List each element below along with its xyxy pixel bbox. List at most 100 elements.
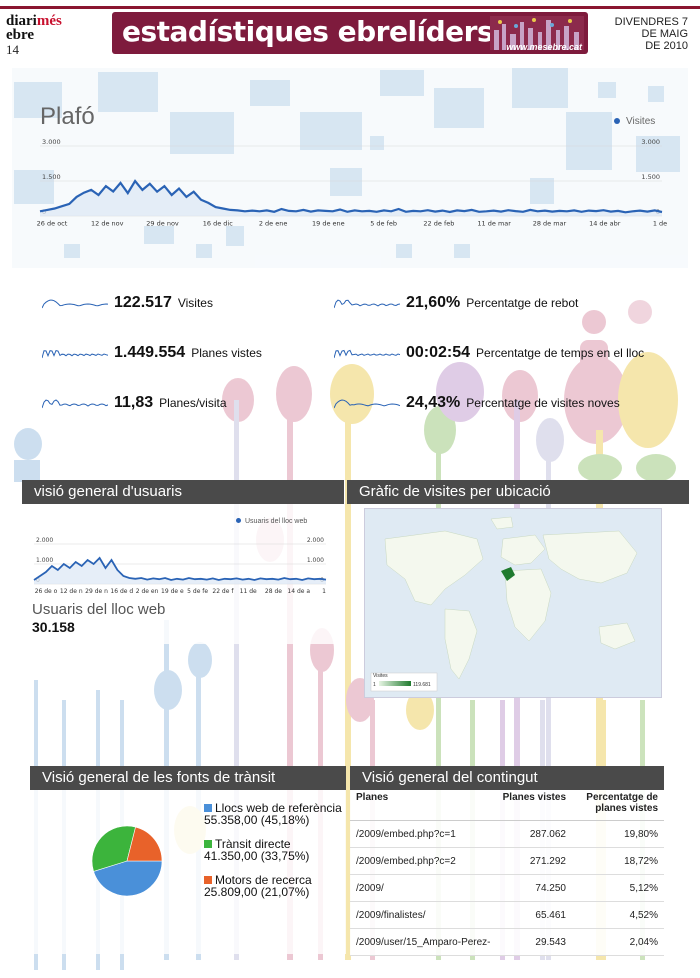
metric-item: 1.449.554 Planes vistes <box>42 344 262 366</box>
newspaper-logo: diarimés ebre <box>6 13 62 43</box>
legend-swatch-icon <box>204 876 212 884</box>
table-row: /2009/74.250 5,12% <box>350 874 664 902</box>
date-line-2: DE MAIG <box>641 28 688 40</box>
column-header-views: Planes vistes <box>496 790 572 821</box>
table-cell-page[interactable]: /2009/embed.php?c=2 <box>350 847 497 875</box>
table-row: /2009/finalistes/65.461 4,52% <box>350 901 664 929</box>
website-url: www.mesebre.cat <box>506 42 582 52</box>
sparkline-icon <box>334 299 400 309</box>
issue-date: DIVENDRES 7 DE MAIG DE 2010 <box>615 16 688 52</box>
table-cell-pct: 2,04% <box>572 928 664 956</box>
table-cell-views: 74.250 <box>496 874 572 902</box>
table-row: /2009/user/15_Amparo-Perez- 29.543 2,04% <box>350 928 664 956</box>
content-section-heading: Visió general del contingut <box>350 766 664 790</box>
series-area <box>34 558 326 584</box>
brand-bottom: ebre <box>6 27 35 43</box>
sparkline-icon <box>334 399 400 409</box>
table-row: /2009/embed.php?c=1 287.062 19,80% <box>350 820 664 848</box>
users-legend-label: Usuaris del lloc web <box>245 518 308 525</box>
section-title-bar: estadístiques ebrelíders www.mesebre.cat <box>112 12 588 54</box>
table-cell-pct: 5,12% <box>572 874 664 902</box>
metric-value: 11,83 <box>114 394 154 411</box>
x-tick-label: 29 de nov <box>146 220 179 228</box>
table-cell-page[interactable]: /2009/finalistes/ <box>350 901 497 929</box>
x-tick-label: 1 de <box>653 220 667 228</box>
table-header-row: Planes Planes vistes Percentatge de plan… <box>350 790 664 821</box>
traffic-source-name: Motors de recerca <box>215 873 312 887</box>
x-tick-label: 26 de o <box>35 588 58 595</box>
traffic-pie-chart <box>91 825 163 897</box>
metric-item: 00:02:54 Percentatge de temps en el lloc <box>334 344 644 366</box>
table-cell-page[interactable]: /2009/ <box>350 874 497 902</box>
x-tick-label: 26 de oct <box>37 220 68 228</box>
table-cell-views: 29.543 <box>496 928 572 956</box>
metric-label: Percentatge de visites noves <box>466 396 620 410</box>
table-row: /2009/embed.php?c=2 271.292 18,72% <box>350 847 664 875</box>
pie-slice <box>93 860 163 897</box>
metric-label: Planes/visita <box>159 396 227 410</box>
x-tick-label: 11 de <box>240 588 257 595</box>
table-cell-views: 287.062 <box>496 820 572 848</box>
users-legend: Usuaris del lloc web <box>236 518 307 525</box>
x-tick-label: 22 de f <box>212 588 234 595</box>
x-tick-label: 14 de a <box>287 588 310 595</box>
x-tick-label: 22 de feb <box>423 220 454 228</box>
traffic-source-value: 41.350,00 (33,75%) <box>204 849 310 863</box>
metric-value: 24,43% <box>406 394 461 411</box>
users-section-heading: visió general d'usuaris <box>22 480 344 504</box>
legend-dot-icon <box>236 518 241 523</box>
metric-label: Visites <box>177 296 213 310</box>
x-tick-label: 19 de e <box>161 588 184 595</box>
plafo-legend: Visites <box>614 116 655 127</box>
header-rule <box>0 6 700 9</box>
traffic-source-name: Llocs web de referència <box>215 801 342 815</box>
spain-highlight <box>501 567 515 581</box>
column-header-percentage: Percentatge de planes vistes <box>572 790 664 821</box>
x-tick-label: 5 de fe <box>187 588 208 595</box>
content-table-wrapper: Planes Planes vistes Percentatge de plan… <box>350 790 664 956</box>
content-table: Planes Planes vistes Percentatge de plan… <box>350 790 664 956</box>
sparkline-icon <box>42 399 108 409</box>
brand-mes: més <box>36 13 62 29</box>
map-legend-min: 1 <box>373 682 376 688</box>
legend-swatch-icon <box>204 840 212 848</box>
x-tick-label: 16 de dic <box>203 220 233 228</box>
world-map: Visites 1 119.681 <box>364 508 662 698</box>
metric-value: 00:02:54 <box>406 344 471 361</box>
map-legend-scale <box>379 681 411 686</box>
metric-label: Percentatge de rebot <box>466 296 579 310</box>
metric-item: 24,43% Percentatge de visites noves <box>334 394 620 416</box>
y-tick-label-left: 2.000 <box>36 537 53 544</box>
traffic-source-name: Trànsit directe <box>215 837 291 851</box>
y-tick-label-left: 1.000 <box>36 557 53 564</box>
traffic-legend-item: Trànsit directe 41.350,00 (33,75%) <box>204 838 309 862</box>
series-line <box>33 556 327 581</box>
traffic-panel <box>30 790 346 954</box>
users-caption: Usuaris del lloc web <box>32 601 166 618</box>
x-tick-label: 2 de en <box>136 588 159 595</box>
skyline-illustration-icon <box>490 16 584 50</box>
table-cell-page[interactable]: /2009/user/15_Amparo-Perez- <box>350 928 497 956</box>
users-total: 30.158 <box>32 619 75 635</box>
column-header-pages: Planes <box>350 790 497 821</box>
y-tick-label-right: 1.500 <box>641 173 660 181</box>
traffic-source-value: 25.809,00 (21,07%) <box>204 885 310 899</box>
map-legend-max: 119.681 <box>413 682 431 688</box>
x-tick-label: 12 de n <box>60 588 83 595</box>
dashboard-title: Plafó <box>40 103 95 130</box>
traffic-legend-item: Motors de recerca 25.809,00 (21,07%) <box>204 874 312 898</box>
metric-label: Planes vistes <box>191 346 262 360</box>
x-tick-label: 2 de ene <box>259 220 288 228</box>
sparkline-icon <box>42 350 108 359</box>
metric-value: 1.449.554 <box>114 344 186 361</box>
x-tick-label: 16 de d <box>110 588 133 595</box>
page-number: 14 <box>6 42 19 57</box>
table-cell-page[interactable]: /2009/embed.php?c=1 <box>350 820 497 848</box>
section-title: estadístiques ebrelíders <box>122 15 494 48</box>
y-tick-label-right: 1.000 <box>307 557 324 564</box>
x-tick-label: 11 de mar <box>477 220 511 228</box>
x-tick-label: 1 <box>322 588 326 595</box>
plafo-legend-label: Visites <box>626 116 656 127</box>
sparkline-icon <box>42 299 108 309</box>
x-tick-label: 29 de n <box>85 588 108 595</box>
